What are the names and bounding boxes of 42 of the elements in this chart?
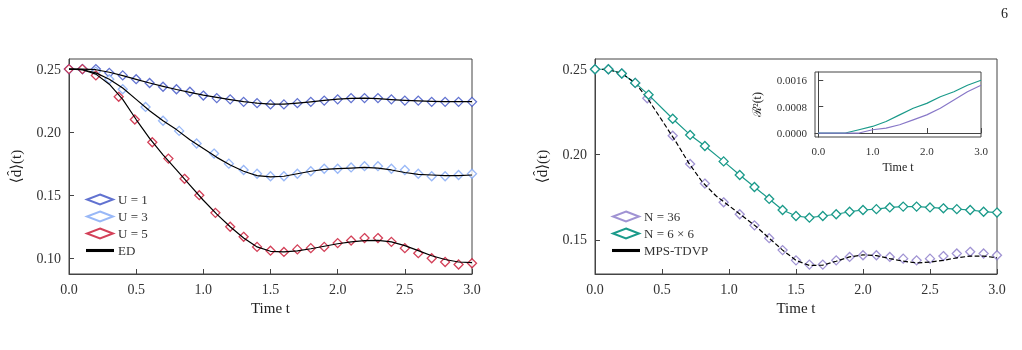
y-tick-label: 0.0008 — [776, 100, 808, 113]
x-tick-label: 1.5 — [787, 281, 805, 297]
x-tick-label: 0.5 — [653, 281, 671, 297]
x-tick-label: 3.0 — [988, 281, 1006, 297]
x-tick-label: 1.0 — [194, 281, 213, 297]
y-tick-label: 0.20 — [36, 124, 61, 140]
x-tick-label: 2.0 — [854, 281, 872, 297]
legend-label: N = 6 × 6 — [644, 226, 695, 241]
legend-label: MPS-TDVP — [644, 243, 709, 258]
x-tick-label: 0.0 — [811, 144, 826, 157]
x-tick-label: 0.5 — [127, 281, 145, 297]
y-tick-label: 0.20 — [562, 147, 587, 163]
x-tick-label: 2.0 — [919, 144, 935, 157]
x-tick-label: 1.0 — [720, 281, 738, 297]
x-tick-label: 2.5 — [396, 281, 414, 297]
y-axis-title: ℛ²(t) — [750, 92, 764, 118]
x-tick-label: 3.0 — [974, 144, 989, 157]
y-tick-label: 0.25 — [562, 61, 587, 77]
x-tick-label: 1.0 — [865, 144, 880, 157]
x-tick-label: 3.0 — [463, 281, 481, 297]
y-tick-label: 0.25 — [36, 61, 61, 77]
legend-label: U = 5 — [118, 226, 148, 241]
y-tick-label: 0.10 — [36, 250, 61, 266]
y-tick-label: 0.15 — [36, 187, 61, 203]
x-tick-label: 0.0 — [586, 281, 604, 297]
x-axis-title: Time t — [250, 300, 291, 317]
text: 6 — [1001, 5, 1008, 21]
x-axis-title: Time t — [776, 300, 817, 317]
y-tick-label: 0.0016 — [776, 74, 808, 87]
y-tick-label: 0.0000 — [776, 127, 808, 140]
y-axis-title: ⟨d̂⟩(t) — [532, 149, 551, 184]
y-tick-label: 0.15 — [562, 232, 587, 248]
legend-label: U = 1 — [118, 192, 148, 207]
x-tick-label: 0.0 — [60, 281, 78, 297]
x-axis-title: Time t — [882, 159, 915, 174]
x-tick-label: 1.5 — [261, 281, 280, 297]
legend-label: N = 36 — [644, 209, 681, 224]
legend-label: U = 3 — [118, 209, 148, 224]
legend-label: ED — [118, 243, 136, 258]
x-tick-label: 2.0 — [328, 281, 347, 297]
x-tick-label: 2.5 — [921, 281, 939, 297]
y-axis-title: ⟨d̂⟩(t) — [6, 149, 25, 184]
